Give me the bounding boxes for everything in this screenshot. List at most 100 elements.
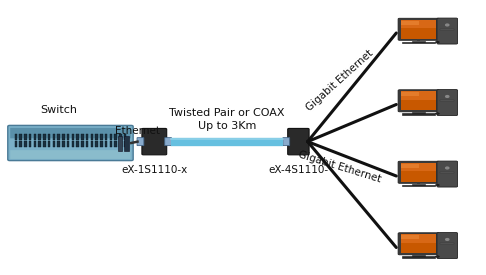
- Bar: [412, 41, 425, 42]
- Bar: [124, 134, 126, 140]
- Bar: [86, 141, 88, 147]
- Bar: [440, 172, 454, 173]
- Bar: [119, 141, 122, 147]
- Bar: [19, 141, 22, 147]
- Bar: [401, 163, 436, 182]
- FancyBboxPatch shape: [437, 18, 458, 44]
- FancyBboxPatch shape: [437, 233, 458, 258]
- Bar: [29, 134, 32, 140]
- Bar: [401, 163, 436, 171]
- Bar: [90, 134, 93, 140]
- Ellipse shape: [435, 184, 439, 186]
- Bar: [109, 134, 112, 140]
- Bar: [440, 243, 454, 244]
- FancyBboxPatch shape: [398, 18, 439, 40]
- Bar: [401, 92, 436, 110]
- Text: Twisted Pair or COAX
Up to 3Km: Twisted Pair or COAX Up to 3Km: [170, 108, 285, 131]
- Circle shape: [446, 24, 449, 26]
- Bar: [119, 134, 122, 140]
- Bar: [401, 235, 436, 253]
- Bar: [67, 141, 69, 147]
- Bar: [114, 134, 117, 140]
- Bar: [57, 141, 60, 147]
- Bar: [38, 134, 41, 140]
- Bar: [34, 134, 36, 140]
- Text: Gigabit Ethernet: Gigabit Ethernet: [304, 48, 375, 113]
- FancyBboxPatch shape: [10, 150, 131, 159]
- Bar: [71, 134, 74, 140]
- Bar: [402, 113, 435, 115]
- Bar: [417, 39, 420, 41]
- Bar: [401, 235, 418, 239]
- Circle shape: [446, 96, 449, 97]
- Bar: [24, 134, 27, 140]
- Bar: [24, 141, 27, 147]
- Bar: [15, 134, 17, 140]
- Bar: [440, 100, 454, 101]
- Bar: [67, 134, 69, 140]
- FancyBboxPatch shape: [398, 233, 439, 255]
- Bar: [38, 141, 41, 147]
- Bar: [48, 141, 51, 147]
- Bar: [114, 141, 117, 147]
- Bar: [124, 141, 126, 147]
- Ellipse shape: [435, 41, 439, 43]
- Bar: [401, 20, 436, 28]
- FancyBboxPatch shape: [437, 161, 458, 187]
- Text: Ethernet: Ethernet: [115, 126, 160, 136]
- Bar: [100, 141, 103, 147]
- Bar: [109, 141, 112, 147]
- Bar: [29, 141, 32, 147]
- FancyBboxPatch shape: [398, 161, 439, 183]
- Bar: [95, 141, 98, 147]
- Bar: [401, 92, 436, 100]
- Bar: [76, 141, 79, 147]
- Circle shape: [446, 167, 449, 169]
- Bar: [401, 21, 418, 25]
- FancyBboxPatch shape: [165, 138, 172, 145]
- Bar: [52, 134, 55, 140]
- Bar: [100, 134, 103, 140]
- Bar: [19, 134, 22, 140]
- Bar: [43, 141, 46, 147]
- Bar: [48, 134, 51, 140]
- FancyBboxPatch shape: [137, 138, 144, 145]
- Bar: [417, 182, 420, 184]
- Bar: [402, 256, 435, 258]
- FancyBboxPatch shape: [8, 125, 133, 161]
- Bar: [76, 134, 79, 140]
- Bar: [81, 134, 84, 140]
- Bar: [417, 253, 420, 255]
- Bar: [57, 134, 60, 140]
- Bar: [105, 134, 107, 140]
- Text: Gigabit Ethernet: Gigabit Ethernet: [297, 150, 382, 185]
- Bar: [402, 185, 435, 186]
- Bar: [118, 136, 122, 151]
- Bar: [401, 164, 418, 168]
- FancyBboxPatch shape: [437, 90, 458, 116]
- Bar: [401, 92, 418, 96]
- Text: eX-1S1110-x: eX-1S1110-x: [121, 165, 188, 175]
- FancyBboxPatch shape: [288, 128, 309, 155]
- FancyBboxPatch shape: [142, 128, 167, 155]
- Ellipse shape: [435, 256, 439, 257]
- Bar: [71, 141, 74, 147]
- Bar: [402, 42, 435, 43]
- Bar: [86, 134, 88, 140]
- Bar: [90, 141, 93, 147]
- FancyBboxPatch shape: [10, 128, 131, 138]
- Bar: [81, 141, 84, 147]
- Bar: [412, 184, 425, 185]
- Bar: [417, 110, 420, 112]
- Bar: [62, 134, 65, 140]
- Text: eX-4S1110-: eX-4S1110-: [268, 165, 329, 175]
- Bar: [52, 141, 55, 147]
- Ellipse shape: [435, 113, 439, 114]
- Bar: [412, 112, 425, 113]
- Bar: [95, 134, 98, 140]
- Circle shape: [446, 239, 449, 240]
- Bar: [15, 141, 17, 147]
- Bar: [124, 136, 129, 151]
- Bar: [401, 20, 436, 38]
- Bar: [440, 29, 454, 30]
